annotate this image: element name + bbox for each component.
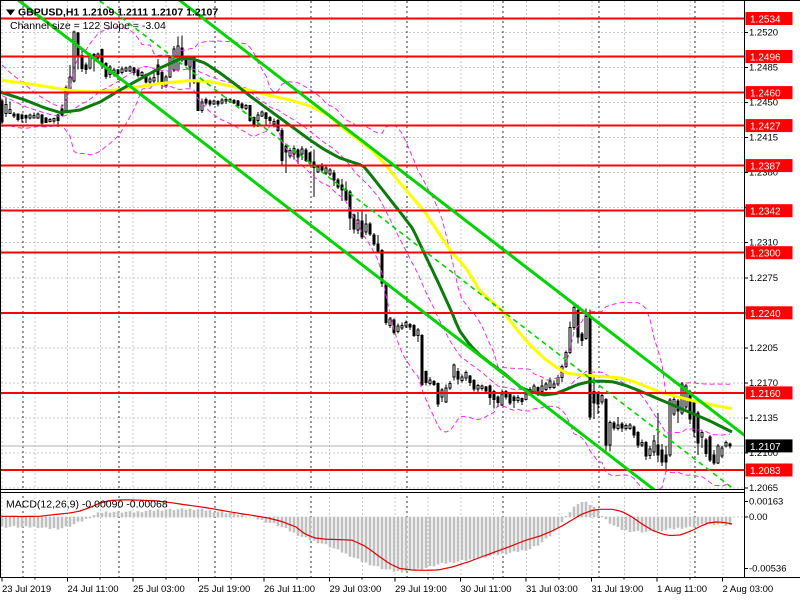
- svg-text:1.2342: 1.2342: [750, 207, 781, 218]
- svg-text:1.2485: 1.2485: [749, 63, 778, 74]
- svg-text:1.2065: 1.2065: [749, 483, 778, 494]
- svg-text:MACD(12,26,9) -0.00090 -0.0006: MACD(12,26,9) -0.00090 -0.00068: [6, 499, 168, 511]
- svg-text:1.2496: 1.2496: [750, 53, 781, 64]
- svg-text:1.2427: 1.2427: [750, 122, 781, 133]
- svg-text:1.2135: 1.2135: [749, 413, 778, 424]
- svg-text:1 Aug 11:00: 1 Aug 11:00: [657, 584, 707, 595]
- svg-text:1.2520: 1.2520: [749, 28, 778, 39]
- svg-text:GBPUSD,H1 1.2109 1.2111 1.210: GBPUSD,H1 1.2109 1.2111 1.2107 1.2107: [18, 7, 218, 19]
- svg-text:26 Jul 11:00: 26 Jul 11:00: [264, 584, 315, 595]
- svg-text:29 Jul 03:00: 29 Jul 03:00: [330, 584, 382, 595]
- svg-text:1.2275: 1.2275: [749, 273, 778, 284]
- svg-text:23 Jul 2019: 23 Jul 2019: [2, 584, 51, 595]
- svg-text:1.2240: 1.2240: [750, 309, 781, 320]
- svg-text:1.2100: 1.2100: [749, 448, 778, 459]
- svg-text:1.2300: 1.2300: [750, 249, 781, 260]
- svg-text:31 Jul 03:00: 31 Jul 03:00: [526, 584, 578, 595]
- svg-text:24 Jul 11:00: 24 Jul 11:00: [68, 584, 119, 595]
- svg-text:1.2310: 1.2310: [749, 238, 778, 249]
- svg-text:1.2107: 1.2107: [750, 442, 781, 453]
- svg-text:31 Jul 19:00: 31 Jul 19:00: [592, 584, 644, 595]
- svg-text:1.2450: 1.2450: [749, 98, 778, 109]
- svg-text:1.2460: 1.2460: [750, 89, 781, 100]
- svg-text:1.2387: 1.2387: [750, 162, 781, 173]
- svg-text:1.2205: 1.2205: [749, 343, 778, 354]
- svg-text:0.00: 0.00: [749, 512, 768, 523]
- svg-text:29 Jul 19:00: 29 Jul 19:00: [395, 584, 447, 595]
- svg-text:25 Jul 03:00: 25 Jul 03:00: [133, 584, 185, 595]
- svg-text:-0.00536: -0.00536: [749, 564, 787, 575]
- svg-text:1.2083: 1.2083: [750, 466, 781, 477]
- svg-text:1.2170: 1.2170: [749, 378, 778, 389]
- svg-text:1.2534: 1.2534: [750, 15, 781, 26]
- svg-text:Channel size = 122 Slope = -3.: Channel size = 122 Slope = -3.04: [10, 20, 166, 32]
- svg-text:2 Aug 03:00: 2 Aug 03:00: [723, 584, 774, 595]
- svg-text:1.2380: 1.2380: [749, 168, 778, 179]
- svg-text:1.2415: 1.2415: [749, 133, 778, 144]
- svg-text:1.2160: 1.2160: [750, 389, 781, 400]
- svg-text:30 Jul 11:00: 30 Jul 11:00: [461, 584, 512, 595]
- svg-text:0.00163: 0.00163: [749, 496, 783, 507]
- svg-text:25 Jul 19:00: 25 Jul 19:00: [199, 584, 251, 595]
